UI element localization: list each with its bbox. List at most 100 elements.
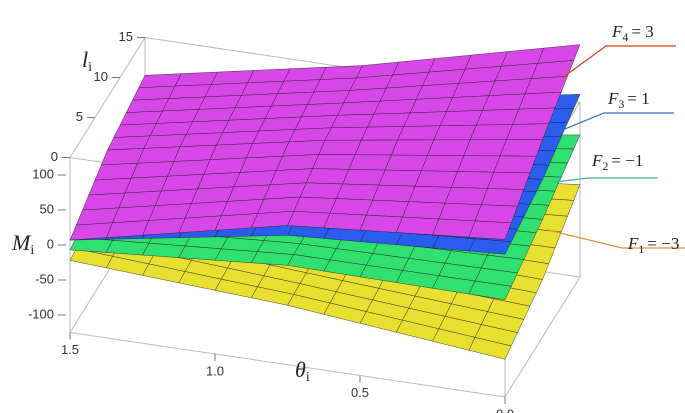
surface-cell	[403, 111, 447, 127]
surface-cell	[179, 132, 223, 148]
surface-cell	[143, 134, 187, 149]
surface-cell	[505, 123, 550, 140]
annotation: F4 = 3	[611, 22, 654, 44]
surface-cell	[444, 187, 488, 205]
surface-cell	[450, 171, 495, 189]
surface-cell	[457, 155, 501, 173]
box-edge	[69, 332, 506, 398]
surface-cell	[323, 212, 367, 231]
surface-cell	[288, 127, 332, 143]
surface-cell	[240, 80, 285, 96]
leader-line	[561, 45, 676, 79]
axis-label-sub: i	[306, 370, 310, 385]
surface	[69, 44, 581, 241]
annotation: F1 = −3	[627, 234, 679, 256]
surface-cell	[433, 124, 477, 141]
surface-cell	[252, 129, 296, 144]
annotation-symbol: F	[607, 89, 619, 108]
axis-label-sub: i	[30, 243, 34, 258]
surface-cell	[138, 73, 182, 89]
surface-cell	[468, 220, 512, 240]
annotation: F3 = 1	[607, 89, 650, 111]
surface-cell	[125, 98, 170, 113]
surface-cell	[313, 77, 357, 93]
axis-label: θi	[295, 357, 310, 385]
surface-cell	[439, 110, 483, 127]
surface-cell	[354, 139, 398, 156]
surface-cell	[233, 170, 277, 188]
surface-cell	[474, 204, 518, 224]
surface-cell	[395, 216, 440, 236]
box-edge	[504, 276, 581, 398]
surface-cell	[130, 161, 175, 179]
surface-cell	[360, 126, 405, 141]
surface-cell	[270, 91, 315, 107]
y-tick-label: 5	[76, 109, 83, 124]
surface-cell	[367, 112, 411, 128]
surface-cell	[210, 70, 255, 85]
surface-cell	[264, 104, 308, 119]
surface-cell	[197, 172, 241, 190]
surface-cell	[319, 65, 363, 80]
surface-cell	[409, 97, 453, 114]
surface-cell	[372, 184, 416, 202]
surface-cell	[247, 68, 291, 84]
surface-cell	[88, 177, 132, 196]
surface-cell	[168, 84, 212, 99]
surface-cell	[277, 79, 321, 94]
surface-cell	[299, 182, 343, 199]
surface-cell	[142, 242, 186, 258]
surface-cell	[432, 218, 476, 238]
surface-cell	[337, 100, 381, 116]
surface-cell	[318, 139, 362, 156]
surface-cell	[209, 143, 253, 161]
x-tick-label: 0.5	[351, 385, 369, 400]
surface-cell	[167, 159, 211, 177]
annotation: F2 = −1	[591, 151, 643, 173]
surface-cell	[149, 121, 193, 137]
surface-cell	[329, 198, 373, 216]
surface-cell	[105, 240, 150, 256]
leader-line	[554, 177, 658, 183]
surface-cell	[234, 93, 278, 109]
surface-cell	[445, 95, 490, 112]
surface-cell	[94, 162, 138, 181]
axis-label-main: M	[11, 230, 32, 255]
surface-cell	[239, 155, 283, 173]
surface-cell	[258, 116, 302, 132]
surface-cell	[300, 102, 345, 118]
surface-cell	[119, 110, 163, 126]
annotation-symbol: F	[591, 151, 603, 170]
surface-cell	[192, 107, 236, 123]
surface-cell	[107, 135, 151, 151]
surface-cell	[227, 184, 271, 202]
surface-cell	[198, 95, 242, 110]
annotation-rest: = −1	[611, 151, 643, 170]
surface-cell	[294, 115, 338, 130]
surface-cell	[312, 154, 356, 170]
annotation-sub: 3	[618, 97, 624, 111]
y-tick-label: 0	[51, 149, 58, 164]
annotation-rest: = −3	[647, 234, 679, 253]
annotation-rest: = 3	[631, 22, 653, 41]
surface-cell	[275, 154, 320, 171]
surface-cell	[113, 123, 157, 138]
surface-cell	[330, 113, 375, 129]
surface-cell	[287, 210, 331, 229]
annotation-sub: 4	[622, 30, 628, 44]
surface-cell	[173, 144, 217, 162]
surface-cell	[263, 182, 307, 200]
surface-cell	[162, 96, 206, 112]
surface-cell	[137, 146, 181, 164]
x-tick-label: 0.0	[496, 406, 514, 413]
surface-cell	[469, 124, 513, 141]
surface-cell	[518, 91, 562, 110]
surface-cell	[132, 85, 176, 101]
y-tick-label: 10	[94, 69, 108, 84]
surface-cell	[480, 188, 525, 207]
surface-cell	[512, 107, 556, 125]
surface-cell	[408, 185, 452, 204]
surface-cell	[390, 139, 435, 156]
surface-cell	[499, 139, 543, 157]
